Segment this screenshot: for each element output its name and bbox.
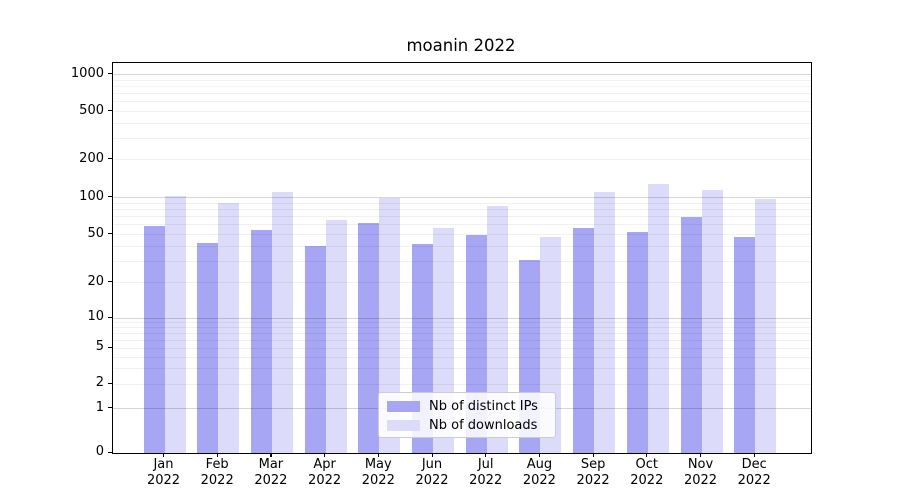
gridline-minor bbox=[113, 159, 811, 161]
bar-oct-downloads bbox=[647, 184, 669, 453]
x-tick-label-nov: Nov 2022 bbox=[683, 457, 718, 488]
x-tick-label-feb: Feb 2022 bbox=[200, 457, 234, 488]
y-tick-label-100: 100 bbox=[79, 188, 104, 204]
x-tick-label-aug: Aug 2022 bbox=[522, 457, 556, 488]
bar-dec-distinct-ips bbox=[734, 236, 756, 453]
gridline-minor bbox=[113, 101, 811, 103]
y-tick-mark bbox=[108, 196, 112, 198]
y-tick-label-200: 200 bbox=[79, 150, 104, 166]
y-tick-label-1: 1 bbox=[95, 399, 104, 415]
legend-swatch-downloads bbox=[387, 420, 420, 431]
gridline-minor bbox=[113, 93, 811, 95]
y-tick-label-2: 2 bbox=[95, 375, 104, 391]
x-tick-mark bbox=[700, 453, 702, 457]
y-tick-mark bbox=[108, 158, 112, 160]
bar-apr-distinct-ips bbox=[304, 246, 326, 453]
bar-nov-downloads bbox=[701, 189, 723, 453]
gridline-minor bbox=[113, 111, 811, 113]
x-tick-label-jul: Jul 2022 bbox=[469, 457, 503, 488]
y-tick-mark bbox=[108, 73, 112, 75]
chart-title: moanin 2022 bbox=[406, 36, 516, 55]
bar-nov-distinct-ips bbox=[680, 217, 702, 453]
x-tick-mark bbox=[538, 453, 541, 457]
y-tick-mark bbox=[108, 316, 112, 318]
gridline-minor bbox=[113, 79, 811, 81]
x-tick-label-jun: Jun 2022 bbox=[415, 457, 449, 488]
x-tick-label-dec: Dec 2022 bbox=[737, 457, 771, 488]
x-tick-mark bbox=[485, 453, 487, 457]
x-tick-mark bbox=[431, 453, 433, 457]
gridline-minor bbox=[113, 86, 811, 88]
bar-jul-downloads bbox=[486, 206, 508, 453]
bar-may-distinct-ips bbox=[358, 223, 380, 453]
legend: Nb of distinct IPs Nb of downloads bbox=[378, 392, 556, 438]
y-tick-mark bbox=[108, 233, 112, 235]
bar-jan-downloads bbox=[164, 195, 186, 453]
x-tick-mark bbox=[377, 453, 379, 457]
bar-mar-distinct-ips bbox=[250, 229, 272, 453]
bar-jan-distinct-ips bbox=[143, 225, 165, 453]
gridline-minor bbox=[113, 122, 811, 124]
x-tick-label-jan: Jan 2022 bbox=[146, 457, 181, 488]
x-tick-mark bbox=[646, 453, 648, 457]
x-tick-mark bbox=[324, 453, 326, 457]
bar-apr-downloads bbox=[325, 219, 347, 453]
x-tick-mark bbox=[592, 453, 594, 457]
gridline-major bbox=[113, 74, 811, 76]
plot-area bbox=[112, 62, 812, 454]
y-tick-label-500: 500 bbox=[79, 102, 104, 118]
bar-feb-distinct-ips bbox=[197, 242, 219, 453]
y-tick-mark bbox=[108, 281, 112, 283]
bar-feb-downloads bbox=[218, 202, 240, 453]
x-tick-label-sep: Sep 2022 bbox=[576, 457, 610, 488]
y-tick-label-50: 50 bbox=[87, 225, 104, 241]
y-tick-mark bbox=[108, 451, 112, 453]
y-tick-mark bbox=[108, 110, 112, 112]
legend-swatch-distinct-ips bbox=[387, 401, 420, 412]
x-tick-label-may: May 2022 bbox=[361, 457, 395, 488]
legend-label: Nb of downloads bbox=[429, 418, 538, 433]
bar-sep-downloads bbox=[594, 192, 616, 453]
y-tick-label-5: 5 bbox=[95, 339, 104, 355]
y-tick-label-10: 10 bbox=[87, 309, 104, 325]
bar-oct-distinct-ips bbox=[626, 231, 648, 453]
x-tick-label-apr: Apr 2022 bbox=[308, 457, 342, 488]
bar-may-downloads bbox=[379, 197, 401, 453]
y-tick-mark bbox=[108, 407, 112, 409]
gridline-minor bbox=[113, 137, 811, 139]
legend-row-distinct-ips: Nb of distinct IPs bbox=[387, 398, 546, 415]
x-tick-label-oct: Oct 2022 bbox=[630, 457, 664, 488]
legend-row-downloads: Nb of downloads bbox=[387, 417, 546, 434]
x-tick-mark bbox=[753, 453, 755, 457]
bar-dec-downloads bbox=[755, 198, 777, 453]
bar-sep-distinct-ips bbox=[573, 227, 595, 453]
y-tick-mark bbox=[108, 346, 112, 348]
y-tick-label-0: 0 bbox=[95, 444, 104, 459]
x-tick-mark bbox=[216, 453, 218, 457]
y-tick-label-20: 20 bbox=[87, 273, 104, 289]
bar-mar-downloads bbox=[271, 192, 293, 453]
y-tick-label-1000: 1000 bbox=[70, 65, 104, 81]
y-tick-mark bbox=[108, 382, 112, 384]
x-tick-mark bbox=[163, 453, 165, 457]
legend-label: Nb of distinct IPs bbox=[429, 399, 538, 414]
x-tick-mark bbox=[270, 453, 272, 457]
x-tick-label-mar: Mar 2022 bbox=[254, 457, 288, 488]
